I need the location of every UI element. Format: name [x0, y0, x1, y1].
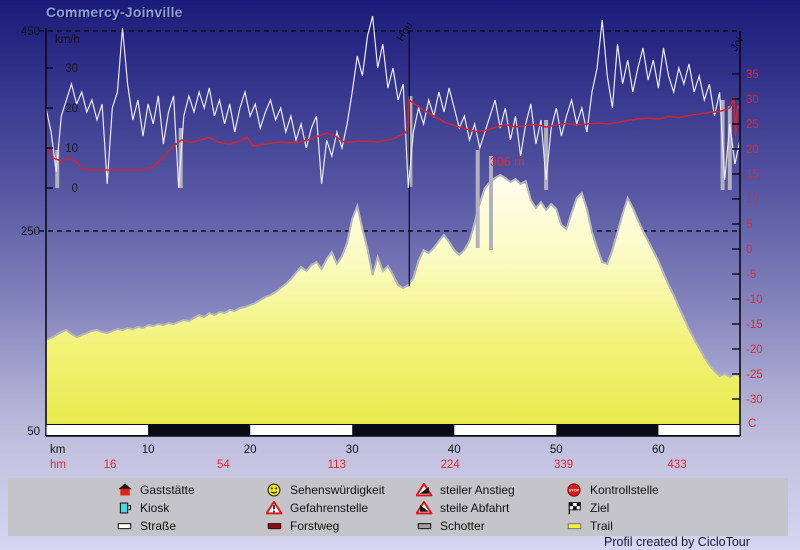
legend-label: steiler Anstieg	[440, 483, 515, 497]
hm-value: 224	[441, 459, 461, 471]
peak-elevation-label: 306 m	[490, 155, 525, 169]
footer-credit: Profil created by CicloTour	[604, 535, 750, 549]
km-stripe-black	[556, 424, 659, 436]
temp-tick-label: -5	[746, 269, 756, 281]
hm-value: 113	[328, 459, 346, 471]
km-axis-label: km	[50, 444, 65, 456]
waypoint-marker-label: Hou	[395, 20, 416, 43]
legend-item-warning: Gefahrenstelle	[266, 500, 368, 516]
legend-item-cup: Kiosk	[116, 500, 169, 516]
legend-label: Trail	[590, 519, 613, 533]
temp-tick-label: -25	[746, 369, 763, 381]
steep-down-icon	[416, 501, 433, 515]
temp-tick-label: -10	[746, 294, 763, 306]
elevation-outline	[45, 173, 741, 379]
legend-item-steep-down: steile Abfahrt	[416, 500, 509, 516]
elevation-area	[46, 175, 740, 424]
speed-axis-unit: km/h	[55, 34, 80, 46]
temp-tick-label: -20	[746, 344, 763, 356]
legend-label: Gefahrenstelle	[290, 501, 369, 515]
speed-tick-label: 0	[72, 183, 78, 195]
temp-tick-label: 20	[746, 144, 759, 156]
finish-flag-icon	[568, 502, 581, 515]
legend-label: Schotter	[440, 519, 485, 533]
km-tick-label: 60	[652, 444, 665, 456]
km-tick-label: 30	[346, 444, 359, 456]
km-tick-label: 10	[142, 444, 155, 456]
temp-tick-label: 5	[746, 219, 752, 231]
elevation-tick-label: 250	[21, 226, 40, 238]
temp-tick-label: 15	[746, 169, 759, 181]
legend-label: Ziel	[590, 501, 610, 515]
gravel-icon	[417, 523, 432, 530]
end-place-label: Joi	[728, 35, 746, 53]
page-title: Commercy-Joinville	[46, 4, 183, 20]
trail-icon	[567, 523, 582, 530]
legend-item-smiley: Sehenswürdigkeit	[266, 482, 385, 498]
legend-item-gravel: Schotter	[416, 518, 485, 534]
legend-label: Sehenswürdigkeit	[290, 483, 385, 497]
warning-icon	[266, 501, 283, 515]
legend-item-trail: Trail	[566, 518, 613, 534]
legend-item-stop: STOP Kontrollstelle	[566, 482, 659, 498]
cup-icon	[119, 502, 132, 514]
speed-tick-label: 30	[65, 63, 78, 75]
forest-road-icon	[267, 523, 282, 530]
hm-row-label: hm	[50, 459, 66, 471]
temp-tick-label: 0	[746, 244, 752, 256]
smiley-icon	[267, 483, 281, 497]
elevation-tick-label: 50	[27, 426, 40, 438]
legend-item-forest-road: Forstweg	[266, 518, 339, 534]
speed-line	[45, 15, 741, 189]
temp-tick-label: 10	[746, 194, 759, 206]
km-tick-label: 20	[244, 444, 257, 456]
temperature-line	[45, 97, 741, 171]
legend-item-finish-flag: Ziel	[566, 500, 609, 516]
temp-axis-unit: C	[748, 418, 756, 430]
hm-value: 339	[554, 459, 573, 471]
speed-tick-label: 20	[65, 103, 78, 115]
km-tick-label: 50	[550, 444, 563, 456]
legend-label: Gaststätte	[140, 483, 195, 497]
stop-icon: STOP	[567, 483, 581, 497]
house-icon	[118, 483, 132, 496]
legend-label: steile Abfahrt	[440, 501, 510, 515]
legend-label: Straße	[140, 519, 177, 533]
road-icon	[117, 523, 132, 530]
legend-item-house: Gaststätte	[116, 482, 195, 498]
temp-tick-label: 25	[746, 119, 759, 131]
km-stripe-black	[148, 424, 251, 436]
legend-label: Forstweg	[290, 519, 340, 533]
speed-tick-label: 10	[65, 143, 78, 155]
elevation-tick-label: 450	[21, 26, 40, 38]
temp-tick-label: -15	[746, 319, 763, 331]
hm-value: 16	[104, 459, 117, 471]
hm-value: 433	[667, 459, 686, 471]
temp-tick-label: -30	[746, 394, 763, 406]
legend-panel: Gaststätte Kiosk Straße Sehenswürdigkeit Gef…	[8, 478, 788, 536]
legend-label: Kiosk	[140, 501, 170, 515]
hm-value: 54	[217, 459, 230, 471]
legend-item-road: Straße	[116, 518, 176, 534]
steep-up-icon	[416, 483, 433, 497]
temp-tick-label: 30	[746, 94, 759, 106]
km-tick-label: 40	[448, 444, 461, 456]
svg-text:STOP: STOP	[569, 488, 580, 493]
temp-tick-label: 35	[746, 69, 759, 81]
legend-item-steep-up: steiler Anstieg	[416, 482, 515, 498]
legend-label: Kontrollstelle	[590, 483, 659, 497]
km-stripe-black	[352, 424, 455, 436]
